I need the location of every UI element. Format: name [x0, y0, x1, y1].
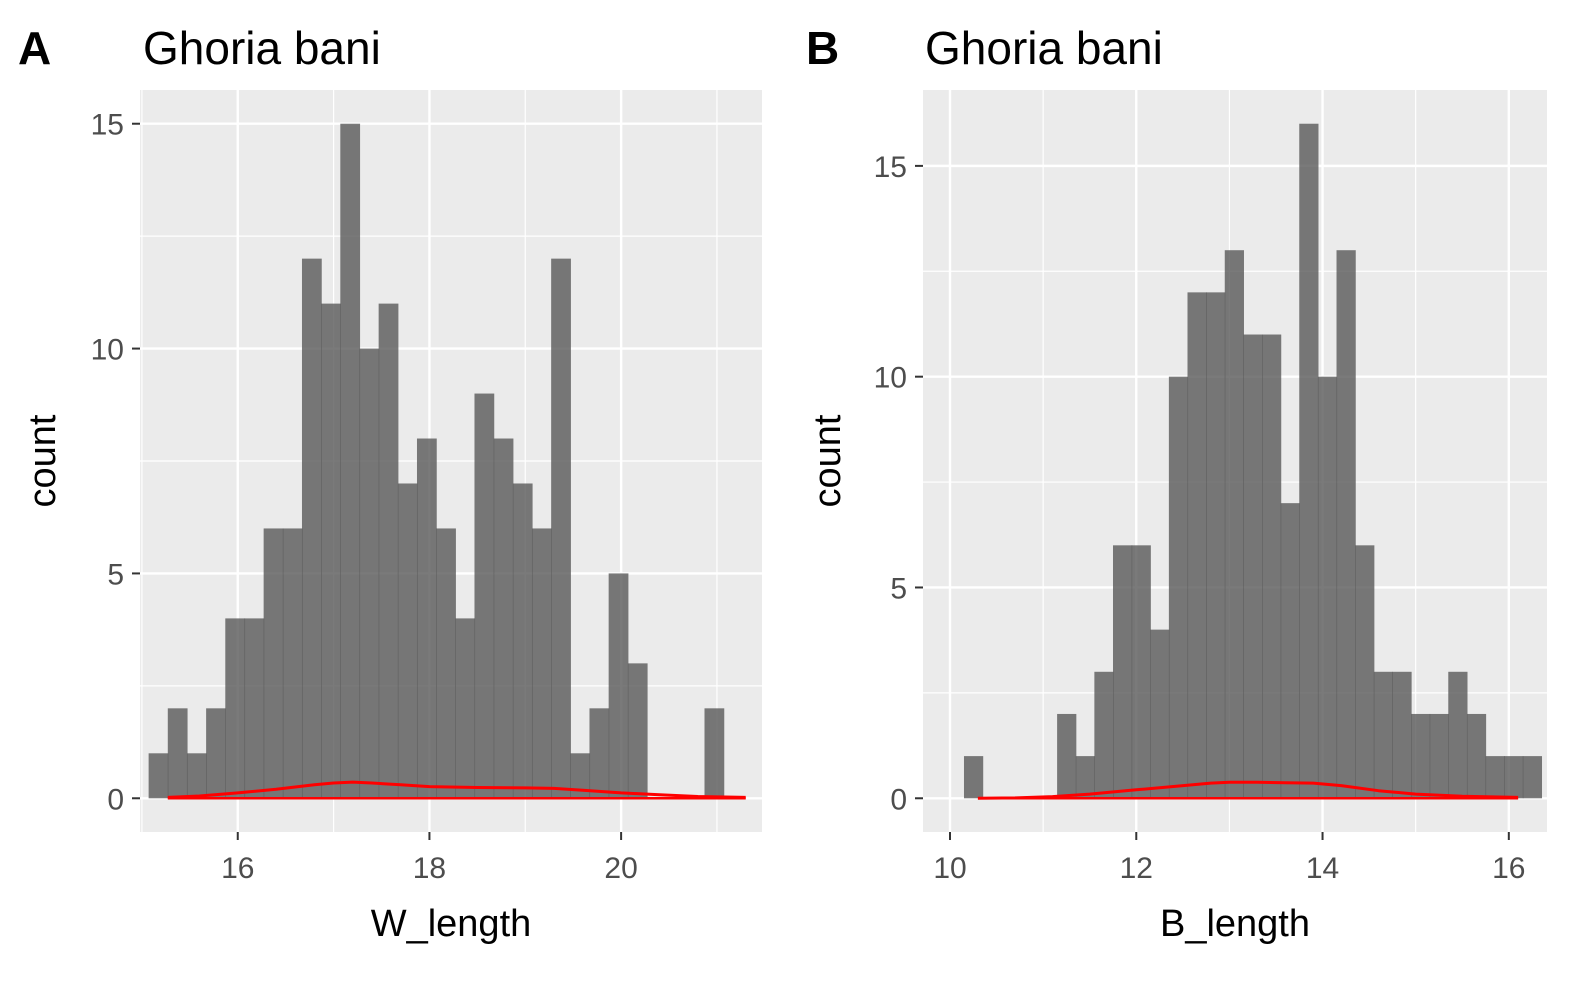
panel-a-histogram-bar — [282, 528, 303, 799]
panel-b-histogram-bar — [1262, 334, 1282, 799]
panel-b-x-axis: 10 12 14 16 — [933, 832, 1526, 885]
panel-a-y-axis: 0 5 10 15 — [91, 109, 140, 816]
panel-b-histogram-bar — [1448, 671, 1468, 799]
panel-b: B Ghoria bani 10 12 14 16 0 5 10 15 B_length c… — [806, 22, 1547, 945]
panel-b-histogram-bar — [1094, 671, 1114, 799]
panel-b-x-tick-label: 10 — [933, 852, 966, 885]
panel-a-y-tick-label: 5 — [107, 558, 124, 591]
panel-a-title: Ghoria bani — [143, 22, 381, 74]
panel-b-y-axis: 0 5 10 15 — [874, 151, 923, 816]
panel-a-y-tick-label: 10 — [91, 334, 124, 367]
panel-a-histogram-bar — [244, 618, 265, 799]
panel-b-histogram-bar — [1411, 713, 1431, 799]
panel-a-x-tick-label: 16 — [221, 852, 254, 885]
panel-a-histogram-bar — [627, 663, 648, 799]
panel-b-histogram-bar — [963, 756, 984, 799]
panel-b-density-curve — [977, 780, 1519, 800]
panel-a-y-tick-label: 0 — [107, 783, 124, 816]
panel-b-bars — [963, 123, 1543, 799]
panel-a-histogram-bar — [512, 483, 533, 799]
panel-a-density-curve — [167, 780, 746, 799]
panel-b-x-axis-title: B_length — [1160, 903, 1310, 945]
panel-a-histogram-bar — [493, 438, 514, 799]
panel-a-histogram-bar — [148, 753, 169, 799]
panel-b-histogram-bar — [1150, 629, 1170, 799]
panel-b-x-tick-label: 12 — [1120, 852, 1153, 885]
panel-b-density-layer — [977, 780, 1519, 800]
panel-b-histogram-bar — [1224, 250, 1244, 799]
panel-a-density-layer — [167, 780, 746, 800]
panel-b-histogram-bar — [1075, 756, 1095, 799]
panel-a-histogram-bar — [225, 618, 246, 799]
panel-a-histogram-bar — [455, 618, 476, 799]
panel-b-y-tick-label: 5 — [890, 572, 907, 605]
panel-b-histogram-bar — [1299, 123, 1319, 799]
panel-b-histogram-bar — [1112, 545, 1133, 799]
panel-b-histogram-bar — [1187, 292, 1207, 799]
panel-a-histogram-bar — [186, 753, 207, 799]
panel-a: A Ghoria bani 16 18 20 0 5 10 15 W_length cou… — [18, 22, 762, 945]
panel-b-histogram-bar — [1392, 671, 1412, 799]
panel-b-histogram-bar — [1131, 545, 1151, 799]
panel-b-histogram-bar — [1057, 713, 1077, 799]
panel-b-tag: B — [806, 22, 839, 74]
panel-b-histogram-bar — [1466, 713, 1487, 799]
panel-a-histogram-bar — [704, 708, 725, 799]
panel-a-histogram-bar — [531, 528, 552, 799]
panel-b-histogram-bar — [1336, 250, 1356, 799]
panel-b-histogram-bar — [1206, 292, 1226, 799]
panel-a-histogram-bar — [589, 708, 610, 799]
panel-b-y-tick-label: 0 — [890, 783, 907, 816]
panel-b-x-tick-label: 14 — [1306, 852, 1339, 885]
panel-b-x-tick-label: 16 — [1492, 852, 1525, 885]
panel-b-histogram-bar — [1243, 334, 1263, 799]
panel-b-y-axis-title: count — [807, 414, 849, 507]
panel-b-histogram-bar — [1485, 756, 1505, 799]
panel-a-histogram-bar — [570, 753, 591, 799]
panel-a-histogram-bar — [359, 348, 380, 799]
panel-b-y-tick-label: 15 — [874, 151, 907, 184]
panel-a-histogram-bar — [321, 303, 341, 799]
panel-b-histogram-bar — [1317, 376, 1338, 799]
panel-b-histogram-bar — [1280, 503, 1300, 799]
panel-a-histogram-bar — [416, 438, 437, 799]
panel-a-x-axis: 16 18 20 — [221, 832, 638, 885]
panel-b-histogram-bar — [1168, 376, 1189, 799]
panel-a-bars — [148, 123, 725, 799]
panel-a-histogram-bar — [608, 573, 629, 799]
panel-a-y-tick-label: 15 — [91, 109, 124, 142]
panel-a-x-tick-label: 18 — [413, 852, 446, 885]
panel-b-histogram-bar — [1429, 713, 1449, 799]
panel-a-histogram-bar — [397, 483, 418, 799]
panel-b-y-tick-label: 10 — [874, 362, 907, 395]
panel-a-y-axis-title: count — [22, 414, 64, 507]
panel-b-histogram-bar — [1373, 671, 1393, 799]
panel-b-histogram-bar — [1504, 756, 1524, 799]
panel-a-histogram-bar — [167, 708, 188, 799]
panel-b-histogram-bar — [1355, 545, 1375, 799]
panel-a-x-axis-title: W_length — [371, 903, 532, 945]
panel-a-histogram-bar — [301, 258, 322, 799]
panel-a-histogram-bar — [206, 708, 226, 799]
panel-b-histogram-bar — [1522, 756, 1543, 799]
panel-a-histogram-bar — [378, 303, 399, 799]
panel-a-histogram-bar — [551, 258, 571, 799]
panel-a-tag: A — [18, 22, 51, 74]
panel-a-histogram-bar — [263, 528, 284, 799]
panel-a-x-tick-label: 20 — [604, 852, 637, 885]
panel-a-histogram-bar — [436, 528, 456, 799]
panel-a-histogram-bar — [340, 123, 361, 799]
panel-b-title: Ghoria bani — [925, 22, 1163, 74]
panel-a-histogram-bar — [474, 393, 495, 799]
